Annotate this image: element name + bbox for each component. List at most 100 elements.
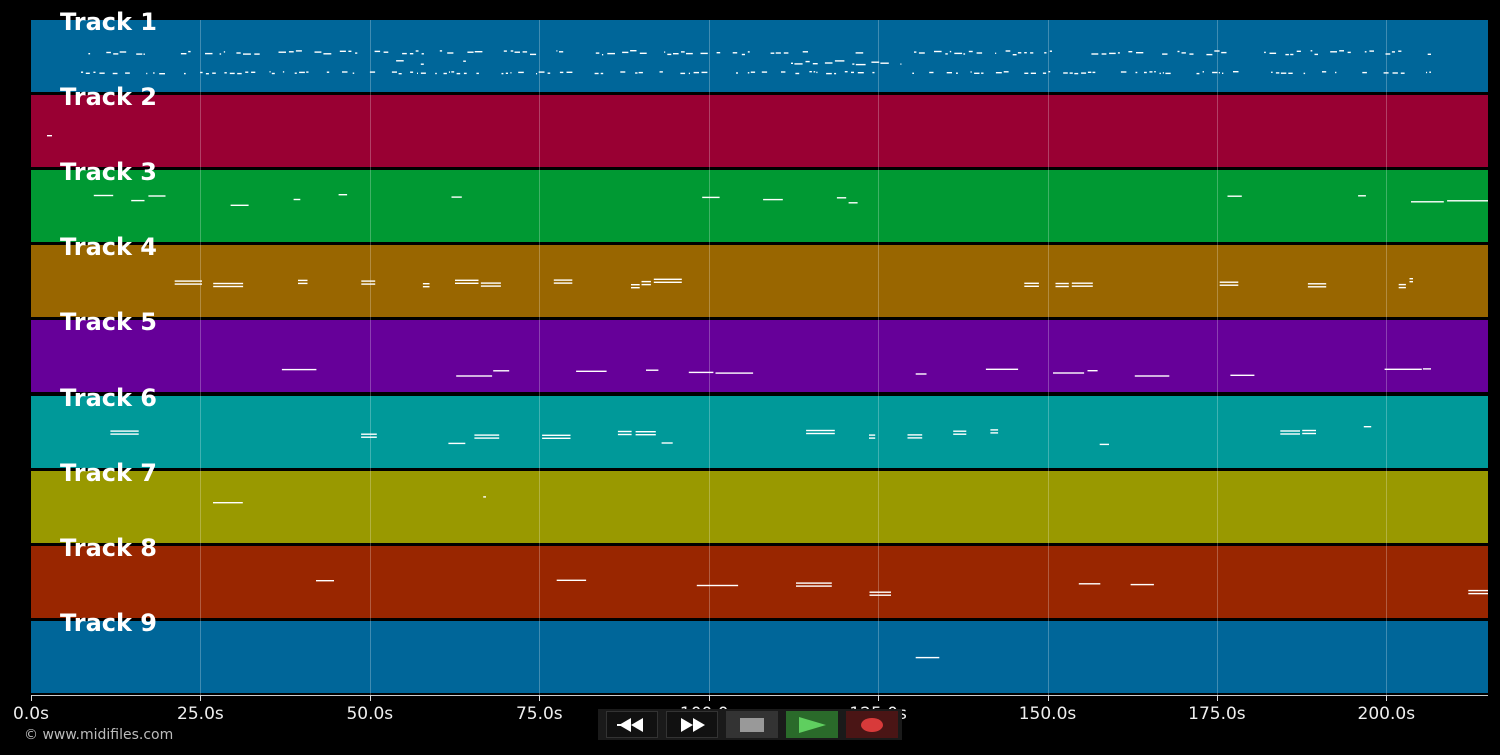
midi-note (391, 71, 397, 73)
midi-note (1149, 71, 1153, 73)
midi-note (1383, 72, 1389, 74)
midi-note (299, 71, 305, 74)
midi-note (1233, 71, 1239, 73)
midi-note (693, 71, 699, 74)
midi-note (1101, 53, 1107, 55)
rewind-button[interactable] (606, 711, 658, 738)
track-2-lane[interactable]: Track 2 (31, 83, 1488, 167)
midi-note (188, 50, 191, 53)
midi-note (451, 71, 455, 73)
midi-note (661, 442, 673, 444)
track-1-lane[interactable]: Track 1 (31, 8, 1488, 92)
midi-note (813, 71, 816, 73)
midi-note (224, 72, 227, 74)
midi-note (112, 72, 118, 75)
axis-tick (539, 695, 541, 701)
fast-forward-button[interactable] (666, 711, 718, 738)
track-label: Track 5 (60, 308, 158, 336)
midi-note (361, 436, 377, 438)
track-6-lane[interactable]: Track 6 (31, 384, 1488, 468)
midi-note (293, 198, 301, 201)
midi-note (119, 51, 127, 53)
track-4-lane[interactable]: Track 4 (31, 233, 1488, 317)
midi-note (269, 71, 271, 73)
midi-note (635, 431, 656, 433)
midi-note (1347, 51, 1351, 54)
midi-note (153, 72, 155, 74)
midi-note (688, 371, 714, 374)
track-3-lane[interactable]: Track 3 (31, 158, 1488, 242)
stop-button[interactable] (726, 711, 778, 738)
midi-note (1409, 281, 1413, 283)
midi-note (732, 52, 738, 54)
track-5-lane[interactable]: Track 5 (31, 308, 1488, 392)
midi-note (1042, 72, 1047, 74)
midi-note (556, 579, 587, 581)
midi-note (110, 430, 139, 432)
midi-note (223, 51, 226, 53)
midi-note (1092, 71, 1096, 74)
track-8-lane[interactable]: Track 8 (31, 534, 1488, 618)
midi-note (805, 60, 810, 63)
midi-note (306, 71, 309, 73)
midi-note (180, 53, 187, 55)
midi-note (802, 51, 808, 53)
midi-note (653, 278, 682, 280)
track-9-lane[interactable]: Track 9 (31, 609, 1488, 693)
midi-note (254, 53, 260, 55)
midi-note (1012, 54, 1017, 56)
axis-tick (1386, 695, 1388, 701)
midi-note (855, 52, 864, 54)
midi-note (1005, 50, 1011, 52)
midi-note (136, 53, 143, 55)
midi-note (1288, 72, 1293, 74)
midi-note (448, 71, 450, 73)
track-label: Track 1 (60, 8, 158, 36)
midi-note (288, 51, 294, 53)
tick-label: 200.0s (1357, 704, 1416, 724)
midi-note (1109, 52, 1116, 55)
midi-note (981, 72, 984, 74)
midi-note (448, 442, 466, 445)
play-button[interactable] (786, 711, 838, 738)
track-7-lane[interactable]: Track 7 (31, 459, 1488, 543)
transport-controls (598, 709, 902, 740)
midi-note (871, 61, 880, 63)
axis-tick (200, 695, 202, 701)
midi-note (422, 283, 430, 285)
midi-note (1091, 53, 1099, 55)
midi-note (1134, 375, 1170, 377)
midi-note (410, 71, 414, 73)
midi-note (236, 52, 241, 54)
midi-note (510, 50, 514, 52)
midi-note (1144, 71, 1147, 74)
midi-note (855, 63, 866, 66)
midi-note (342, 71, 348, 73)
midi-note (205, 52, 213, 55)
midi-note (688, 72, 690, 75)
midi-note (872, 71, 875, 74)
track-label: Track 4 (60, 233, 158, 261)
midi-note (851, 71, 854, 74)
midi-note (1310, 50, 1313, 52)
midi-note (530, 53, 537, 56)
midi-note (1081, 72, 1087, 74)
midi-note (1222, 72, 1224, 74)
midi-note (205, 73, 209, 75)
midi-note (483, 496, 486, 498)
axis-tick (878, 695, 880, 701)
midi-note (900, 63, 902, 65)
track-label: Track 2 (60, 83, 158, 111)
midi-note (1280, 430, 1300, 432)
midi-note (1202, 71, 1204, 73)
midi-note (421, 53, 424, 55)
midi-note (607, 52, 615, 55)
axis-tick (31, 695, 32, 701)
midi-note (455, 282, 479, 284)
midi-note (383, 51, 389, 53)
midi-note (641, 283, 651, 286)
record-button[interactable] (846, 711, 898, 738)
track-1-notes (81, 50, 1431, 75)
midi-note (298, 279, 308, 282)
midi-note (47, 135, 52, 137)
